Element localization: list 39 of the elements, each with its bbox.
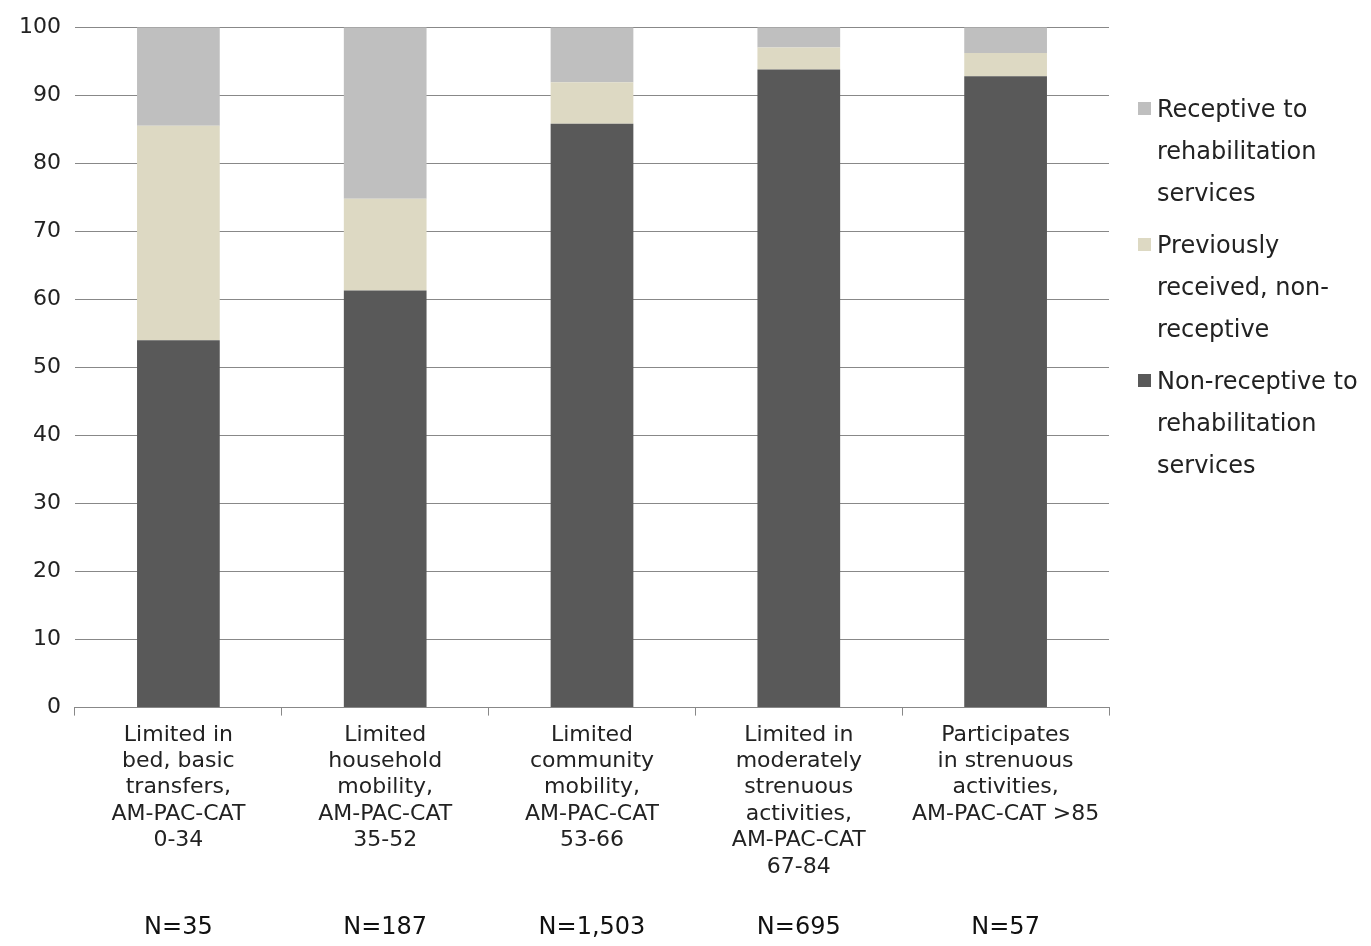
bar bbox=[550, 82, 634, 124]
y-tick-label: 30 bbox=[32, 489, 61, 515]
bar bbox=[343, 290, 427, 708]
bar bbox=[343, 198, 427, 291]
bar bbox=[964, 53, 1047, 77]
legend-label: Non-receptive to rehabilitation services bbox=[1157, 366, 1359, 481]
legend-label: Receptive to rehabilitation services bbox=[1157, 94, 1318, 209]
bar bbox=[757, 27, 841, 48]
x-tick-label: Limited in moderately strenuous activities, AM-PAC-CAT 67-84 bbox=[731, 720, 867, 878]
bar bbox=[757, 69, 841, 708]
y-tick-label: 10 bbox=[32, 625, 61, 651]
y-tick-label: 0 bbox=[46, 693, 61, 719]
text: N=57 bbox=[971, 912, 1040, 941]
x-tick-label: Participates in strenuous activities, AM-PAC-CAT >85 bbox=[911, 720, 1100, 825]
x-tick-label: Limited community mobility, AM-PAC-CAT 53-66 bbox=[525, 720, 660, 852]
bar bbox=[964, 27, 1047, 54]
bar bbox=[137, 340, 220, 708]
x-tick-label: Limited in bed, basic transfers, AM-PAC-CAT 0-34 bbox=[111, 720, 246, 852]
bar bbox=[757, 47, 841, 70]
y-tick-label: 60 bbox=[32, 285, 61, 311]
text: N=695 bbox=[756, 912, 841, 941]
bar bbox=[550, 123, 634, 708]
bar bbox=[137, 125, 220, 341]
text: N=187 bbox=[343, 912, 428, 941]
text: N=1,503 bbox=[538, 912, 646, 941]
x-tick-label: Limited household mobility, AM-PAC-CAT 35-52 bbox=[318, 720, 453, 852]
y-tick-label: 100 bbox=[18, 12, 61, 38]
y-tick-label: 70 bbox=[32, 217, 61, 243]
bar bbox=[964, 76, 1047, 708]
y-tick-label: 90 bbox=[32, 80, 61, 106]
y-tick-label: 50 bbox=[32, 353, 61, 379]
y-tick-label: 40 bbox=[32, 421, 61, 447]
bar bbox=[343, 27, 427, 199]
legend-label: Previously received, non-receptive bbox=[1157, 230, 1330, 345]
y-tick-label: 80 bbox=[32, 149, 61, 174]
y-tick-label: 20 bbox=[32, 557, 61, 583]
bar bbox=[137, 27, 220, 126]
bar bbox=[550, 27, 634, 83]
text: N=35 bbox=[144, 912, 213, 941]
